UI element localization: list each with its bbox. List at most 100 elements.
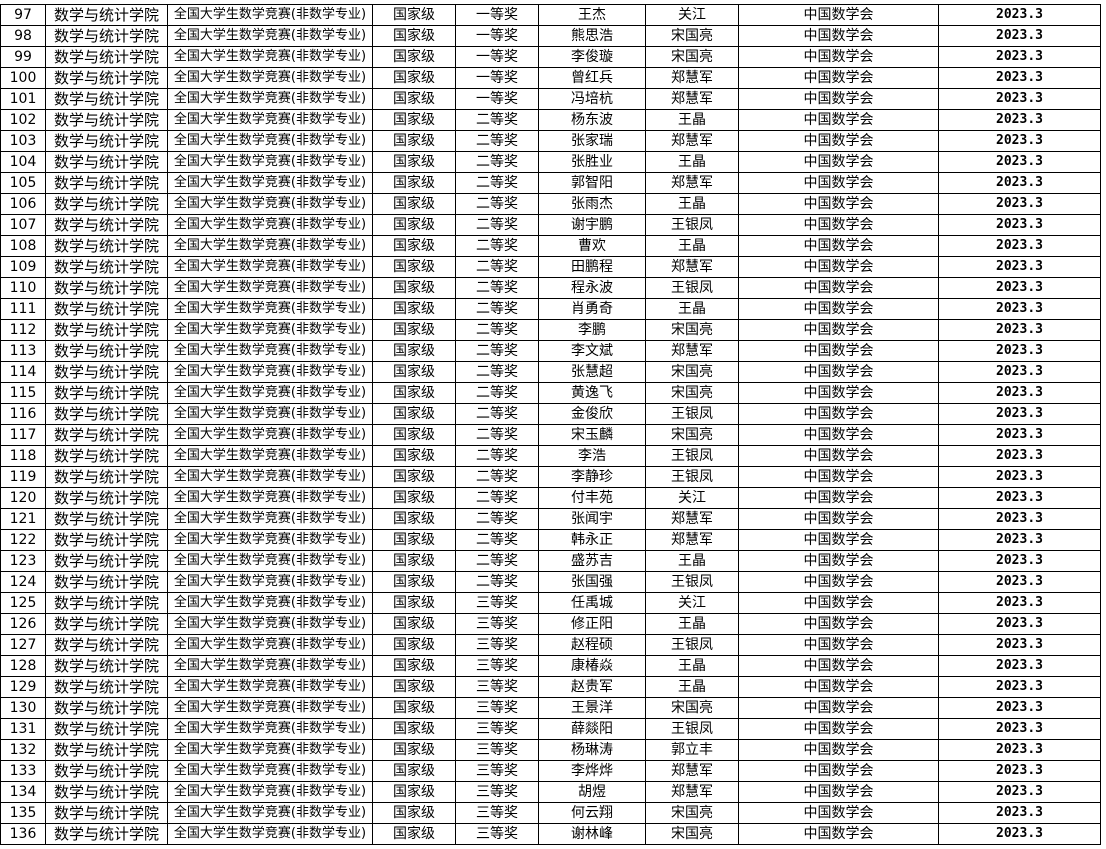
date: 2023.3 [938, 802, 1101, 824]
date: 2023.3 [938, 319, 1101, 341]
advisor: 王银凤 [645, 571, 739, 593]
student-name: 金俊欣 [538, 403, 646, 425]
organizer: 中国数学会 [738, 214, 939, 236]
advisor: 王晶 [645, 193, 739, 215]
organizer: 中国数学会 [738, 802, 939, 824]
date: 2023.3 [938, 25, 1101, 47]
competition: 全国大学生数学竞赛(非数学专业) [167, 697, 373, 719]
level: 国家级 [372, 298, 456, 320]
table-row: 134 数学与统计学院 全国大学生数学竞赛(非数学专业) 国家级 三等奖 胡煜 郑慧军 中国数… [0, 781, 1101, 803]
table-row: 109 数学与统计学院 全国大学生数学竞赛(非数学专业) 国家级 二等奖 田鹏程 郑慧军 中国… [0, 256, 1101, 278]
college: 数学与统计学院 [45, 130, 168, 152]
date: 2023.3 [938, 634, 1101, 656]
date: 2023.3 [938, 256, 1101, 278]
organizer: 中国数学会 [738, 340, 939, 362]
student-name: 杨东波 [538, 109, 646, 131]
date: 2023.3 [938, 172, 1101, 194]
organizer: 中国数学会 [738, 823, 939, 845]
award: 三等奖 [455, 676, 539, 698]
advisor: 王晶 [645, 676, 739, 698]
award: 三等奖 [455, 781, 539, 803]
organizer: 中国数学会 [738, 382, 939, 404]
date: 2023.3 [938, 382, 1101, 404]
college: 数学与统计学院 [45, 823, 168, 845]
level: 国家级 [372, 109, 456, 131]
competition: 全国大学生数学竞赛(非数学专业) [167, 277, 373, 299]
table-row: 107 数学与统计学院 全国大学生数学竞赛(非数学专业) 国家级 二等奖 谢宇鹏 王银凤 中国… [0, 214, 1101, 236]
college: 数学与统计学院 [45, 718, 168, 740]
award: 三等奖 [455, 655, 539, 677]
table-row: 118 数学与统计学院 全国大学生数学竞赛(非数学专业) 国家级 二等奖 李浩 王银凤 中国数… [0, 445, 1101, 467]
student-name: 盛苏吉 [538, 550, 646, 572]
award: 二等奖 [455, 571, 539, 593]
table-row: 112 数学与统计学院 全国大学生数学竞赛(非数学专业) 国家级 二等奖 李鹏 宋国亮 中国数… [0, 319, 1101, 341]
row-number: 109 [0, 256, 46, 278]
advisor: 王银凤 [645, 634, 739, 656]
level: 国家级 [372, 67, 456, 89]
table-row: 125 数学与统计学院 全国大学生数学竞赛(非数学专业) 国家级 三等奖 任禹城 关江 中国数… [0, 592, 1101, 614]
advisor: 宋国亮 [645, 46, 739, 68]
row-number: 134 [0, 781, 46, 803]
table-row: 132 数学与统计学院 全国大学生数学竞赛(非数学专业) 国家级 三等奖 杨琳涛 郭立丰 中国… [0, 739, 1101, 761]
level: 国家级 [372, 235, 456, 257]
college: 数学与统计学院 [45, 697, 168, 719]
date: 2023.3 [938, 67, 1101, 89]
date: 2023.3 [938, 655, 1101, 677]
advisor: 郭立丰 [645, 739, 739, 761]
table-row: 119 数学与统计学院 全国大学生数学竞赛(非数学专业) 国家级 二等奖 李静珍 王银凤 中国… [0, 466, 1101, 488]
row-number: 123 [0, 550, 46, 572]
award: 三等奖 [455, 634, 539, 656]
row-number: 129 [0, 676, 46, 698]
award: 二等奖 [455, 382, 539, 404]
college: 数学与统计学院 [45, 739, 168, 761]
organizer: 中国数学会 [738, 655, 939, 677]
award: 二等奖 [455, 340, 539, 362]
date: 2023.3 [938, 214, 1101, 236]
advisor: 王晶 [645, 109, 739, 131]
table-row: 108 数学与统计学院 全国大学生数学竞赛(非数学专业) 国家级 二等奖 曹欢 王晶 中国数学… [0, 235, 1101, 257]
date: 2023.3 [938, 529, 1101, 551]
date: 2023.3 [938, 424, 1101, 446]
row-number: 99 [0, 46, 46, 68]
organizer: 中国数学会 [738, 508, 939, 530]
level: 国家级 [372, 172, 456, 194]
college: 数学与统计学院 [45, 424, 168, 446]
college: 数学与统计学院 [45, 319, 168, 341]
row-number: 128 [0, 655, 46, 677]
advisor: 关江 [645, 4, 739, 26]
advisor: 郑慧军 [645, 130, 739, 152]
row-number: 126 [0, 613, 46, 635]
date: 2023.3 [938, 109, 1101, 131]
organizer: 中国数学会 [738, 4, 939, 26]
award: 三等奖 [455, 739, 539, 761]
award: 一等奖 [455, 46, 539, 68]
award-table: 97 数学与统计学院 全国大学生数学竞赛(非数学专业) 国家级 一等奖 王杰 关江 中国数学会… [0, 4, 1101, 845]
award: 二等奖 [455, 151, 539, 173]
student-name: 康椿焱 [538, 655, 646, 677]
date: 2023.3 [938, 151, 1101, 173]
level: 国家级 [372, 802, 456, 824]
organizer: 中国数学会 [738, 151, 939, 173]
competition: 全国大学生数学竞赛(非数学专业) [167, 256, 373, 278]
award: 二等奖 [455, 361, 539, 383]
organizer: 中国数学会 [738, 193, 939, 215]
competition: 全国大学生数学竞赛(非数学专业) [167, 319, 373, 341]
row-number: 117 [0, 424, 46, 446]
student-name: 李鹏 [538, 319, 646, 341]
student-name: 任禹城 [538, 592, 646, 614]
competition: 全国大学生数学竞赛(非数学专业) [167, 571, 373, 593]
table-row: 116 数学与统计学院 全国大学生数学竞赛(非数学专业) 国家级 二等奖 金俊欣 王银凤 中国… [0, 403, 1101, 425]
row-number: 124 [0, 571, 46, 593]
college: 数学与统计学院 [45, 487, 168, 509]
competition: 全国大学生数学竞赛(非数学专业) [167, 802, 373, 824]
college: 数学与统计学院 [45, 676, 168, 698]
student-name: 黄逸飞 [538, 382, 646, 404]
college: 数学与统计学院 [45, 592, 168, 614]
level: 国家级 [372, 550, 456, 572]
level: 国家级 [372, 529, 456, 551]
competition: 全国大学生数学竞赛(非数学专业) [167, 67, 373, 89]
row-number: 133 [0, 760, 46, 782]
organizer: 中国数学会 [738, 781, 939, 803]
competition: 全国大学生数学竞赛(非数学专业) [167, 529, 373, 551]
table-row: 111 数学与统计学院 全国大学生数学竞赛(非数学专业) 国家级 二等奖 肖勇奇 王晶 中国数… [0, 298, 1101, 320]
